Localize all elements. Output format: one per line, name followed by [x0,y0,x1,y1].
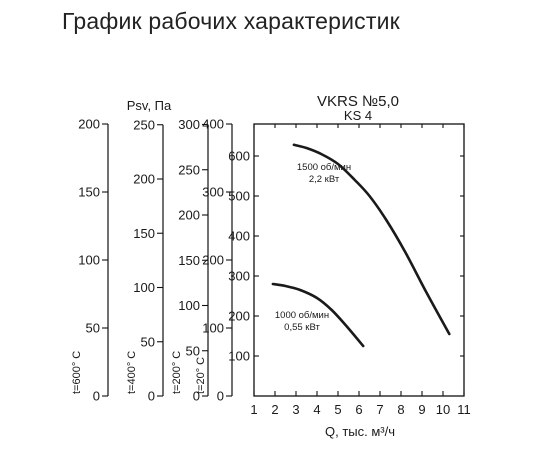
temperature-tick-label: 200 [78,117,100,132]
temperature-tick-label: 200 [178,208,200,223]
temperature-tick-label: 0 [217,389,224,404]
temperature-tick-label: 250 [133,117,155,132]
temperature-tick-label: 0 [193,389,200,404]
x-tick-label: 7 [376,402,383,417]
temperature-tick-label: 250 [178,162,200,177]
x-tick-label: 9 [418,402,425,417]
temperature-tick-label: 200 [202,253,224,268]
series-line-2 [271,282,365,348]
page-title: График рабочих характеристик [62,8,400,34]
x-tick-label: 1 [250,402,257,417]
series-label-2: 0,55 кВт [284,322,320,333]
temperature-tick-label: 150 [78,185,100,200]
temperature-tick-label: 100 [202,321,224,336]
temperature-tick-label: 100 [178,298,200,313]
chart-title: VKRS №5,0 [317,93,399,110]
x-tick-label: 4 [313,402,320,417]
chart-subtitle: KS 4 [344,108,372,123]
series-line-1 [292,143,451,336]
temperature-tick-label: 50 [86,321,100,336]
x-tick-label: 3 [292,402,299,417]
y-tick-label: 500 [228,189,250,204]
temperature-tick-label: 0 [93,389,100,404]
temperature-tick-label: 400 [202,117,224,132]
series-label-1: 2,2 кВт [309,174,340,185]
plot-frame [253,123,465,397]
series-label-1: 1500 об/мин [297,162,351,173]
y-tick-label: 200 [228,309,250,324]
temperature-tick-label: 100 [133,280,155,295]
y-axis-label: Psv, Па [127,98,172,113]
temperature-axis-label: t=400° C [126,351,138,394]
temperature-axis-label: t=600° C [71,351,83,394]
y-tick-label: 100 [228,349,250,364]
temperature-tick-label: 150 [178,253,200,268]
temperature-axis-label: t=20° C [195,357,207,394]
x-tick-label: 8 [397,402,404,417]
y-tick-label: 400 [228,229,250,244]
temperature-tick-label: 300 [202,185,224,200]
series-label-2: 1000 об/мин [275,310,329,321]
temperature-tick-label: 300 [178,117,200,132]
x-tick-label: 6 [355,402,362,417]
x-tick-label: 5 [334,402,341,417]
y-tick-label: 600 [228,149,250,164]
x-axis-label: Q, тыс. м³/ч [325,424,395,439]
x-tick-label: 2 [271,402,278,417]
temperature-tick-label: 0 [148,389,155,404]
temperature-tick-label: 150 [133,226,155,241]
temperature-tick-label: 200 [133,172,155,187]
x-tick-label: 11 [457,402,471,417]
temperature-axis-label: t=200° C [171,351,183,394]
y-tick-label: 300 [228,269,250,284]
temperature-tick-label: 50 [141,334,155,349]
temperature-tick-label: 100 [78,253,100,268]
temperature-tick-label: 50 [186,343,200,358]
x-tick-label: 10 [436,402,450,417]
